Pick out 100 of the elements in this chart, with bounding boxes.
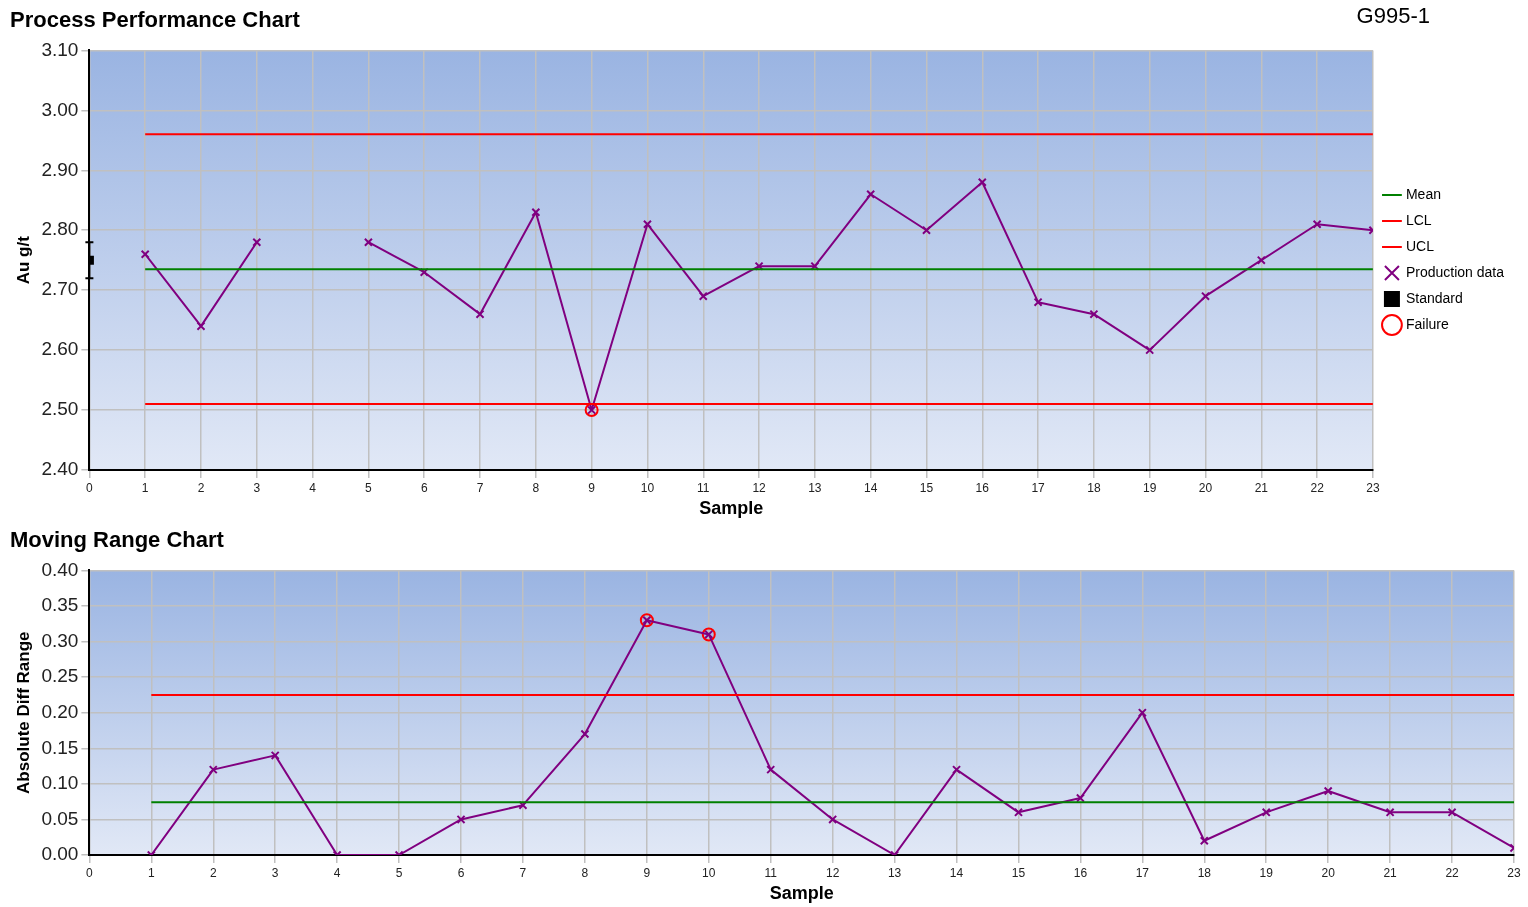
x-tick-label: 23 bbox=[1366, 480, 1380, 495]
x-tick-label: 7 bbox=[519, 865, 527, 880]
point bbox=[456, 814, 466, 824]
point bbox=[766, 765, 776, 775]
x-tick-label: 1 bbox=[141, 480, 149, 495]
y-axis-title: Au g/t bbox=[13, 235, 33, 285]
x-tick-label: 1 bbox=[147, 865, 155, 880]
y-tick-label: 0.40 bbox=[41, 558, 79, 580]
x-tick-label: 6 bbox=[420, 480, 428, 495]
x-tick-label: 0 bbox=[86, 480, 94, 495]
x-tick-label: 22 bbox=[1445, 865, 1460, 880]
x-tick-label: 21 bbox=[1254, 480, 1269, 495]
point bbox=[1312, 219, 1322, 229]
y-tick-label: 0.00 bbox=[41, 843, 79, 865]
y-tick-label: 2.70 bbox=[41, 278, 79, 300]
x-tick-label: 10 bbox=[702, 865, 716, 880]
point bbox=[140, 249, 150, 259]
point bbox=[252, 237, 262, 247]
point bbox=[866, 189, 876, 199]
y-axis-title: Absolute Diff Range bbox=[13, 631, 33, 794]
x-tick-label: 5 bbox=[365, 480, 373, 495]
y-tick-label: 0.05 bbox=[41, 807, 79, 829]
y-tick-label: 0.25 bbox=[41, 665, 79, 687]
point bbox=[1261, 807, 1271, 817]
x-tick-label: 19 bbox=[1259, 865, 1274, 880]
x-tick-label: 8 bbox=[581, 865, 589, 880]
x-tick-label: 2 bbox=[197, 480, 205, 495]
x-tick-label: 14 bbox=[949, 865, 964, 880]
point bbox=[518, 800, 528, 810]
x-tick-label: 16 bbox=[975, 480, 990, 495]
point bbox=[952, 765, 962, 775]
x-tick-label: 2 bbox=[209, 865, 217, 880]
point bbox=[419, 267, 429, 277]
point bbox=[698, 291, 708, 301]
x-tick-label: 4 bbox=[333, 865, 341, 880]
y-tick-label: 0.35 bbox=[41, 594, 79, 616]
y-tick-label: 0.30 bbox=[41, 629, 79, 651]
point bbox=[810, 261, 820, 271]
x-axis-title: Sample bbox=[769, 883, 834, 904]
text: G995-1 bbox=[1356, 3, 1430, 29]
y-tick-label: 2.90 bbox=[41, 158, 79, 180]
point bbox=[1447, 807, 1457, 817]
x-tick-label: 12 bbox=[825, 865, 840, 880]
point bbox=[1385, 807, 1395, 817]
x-tick-label: 3 bbox=[253, 480, 261, 495]
y-tick-label: 3.00 bbox=[41, 98, 79, 120]
x-tick-label: 3 bbox=[271, 865, 279, 880]
point bbox=[828, 814, 838, 824]
x-tick-label: 6 bbox=[457, 865, 465, 880]
y-tick-label: 2.50 bbox=[41, 398, 79, 420]
point bbox=[1089, 309, 1099, 319]
point bbox=[642, 219, 652, 229]
x-tick-label: 12 bbox=[752, 480, 767, 495]
x-tick-label: 13 bbox=[808, 480, 822, 495]
x-tick-label: 9 bbox=[643, 865, 651, 880]
point bbox=[1145, 345, 1155, 355]
y-tick-label: 3.10 bbox=[41, 38, 79, 60]
x-tick-label: 18 bbox=[1087, 480, 1101, 495]
point bbox=[1033, 297, 1043, 307]
x-tick-label: 15 bbox=[1011, 865, 1026, 880]
x-tick-label: 0 bbox=[86, 865, 94, 880]
x-tick-label: 20 bbox=[1321, 865, 1336, 880]
legend-label: Standard bbox=[1405, 289, 1463, 306]
x-tick-label: 16 bbox=[1073, 865, 1088, 880]
chart-title: Process Performance Chart bbox=[10, 7, 301, 33]
x-tick-label: 23 bbox=[1507, 865, 1521, 880]
y-tick-label: 0.20 bbox=[41, 700, 79, 722]
x-tick-label: 20 bbox=[1198, 480, 1213, 495]
legend-label: Mean bbox=[1405, 185, 1441, 202]
x-tick-label: 10 bbox=[640, 480, 655, 495]
point bbox=[196, 321, 206, 331]
x-tick-label: 11 bbox=[764, 865, 778, 880]
x-axis-title: Sample bbox=[699, 498, 764, 519]
y-tick-label: 2.40 bbox=[41, 458, 79, 480]
point bbox=[1013, 807, 1024, 817]
legend-label: Production data bbox=[1405, 263, 1505, 280]
x-tick-label: 19 bbox=[1143, 480, 1157, 495]
x-tick-label: 4 bbox=[309, 480, 317, 495]
point bbox=[531, 207, 541, 217]
y-tick-label: 0.10 bbox=[41, 772, 79, 794]
point bbox=[270, 750, 280, 760]
x-tick-label: 11 bbox=[697, 480, 710, 495]
point bbox=[921, 225, 932, 235]
y-tick-label: 2.60 bbox=[41, 338, 79, 360]
x-tick-label: 8 bbox=[532, 480, 540, 495]
legend-label: UCL bbox=[1405, 237, 1435, 254]
chart-title: Moving Range Chart bbox=[10, 527, 225, 553]
point bbox=[580, 729, 590, 739]
x-tick-label: 22 bbox=[1310, 480, 1325, 495]
x-tick-label: 18 bbox=[1197, 865, 1212, 880]
x-tick-label: 17 bbox=[1031, 480, 1046, 495]
point bbox=[475, 309, 485, 319]
point bbox=[977, 177, 987, 187]
y-tick-label: 0.15 bbox=[41, 736, 79, 758]
point bbox=[1323, 786, 1333, 796]
point bbox=[1200, 291, 1211, 301]
x-tick-label: 14 bbox=[863, 480, 878, 495]
x-tick-label: 21 bbox=[1383, 865, 1398, 880]
point bbox=[1256, 255, 1266, 265]
x-tick-label: 15 bbox=[919, 480, 934, 495]
